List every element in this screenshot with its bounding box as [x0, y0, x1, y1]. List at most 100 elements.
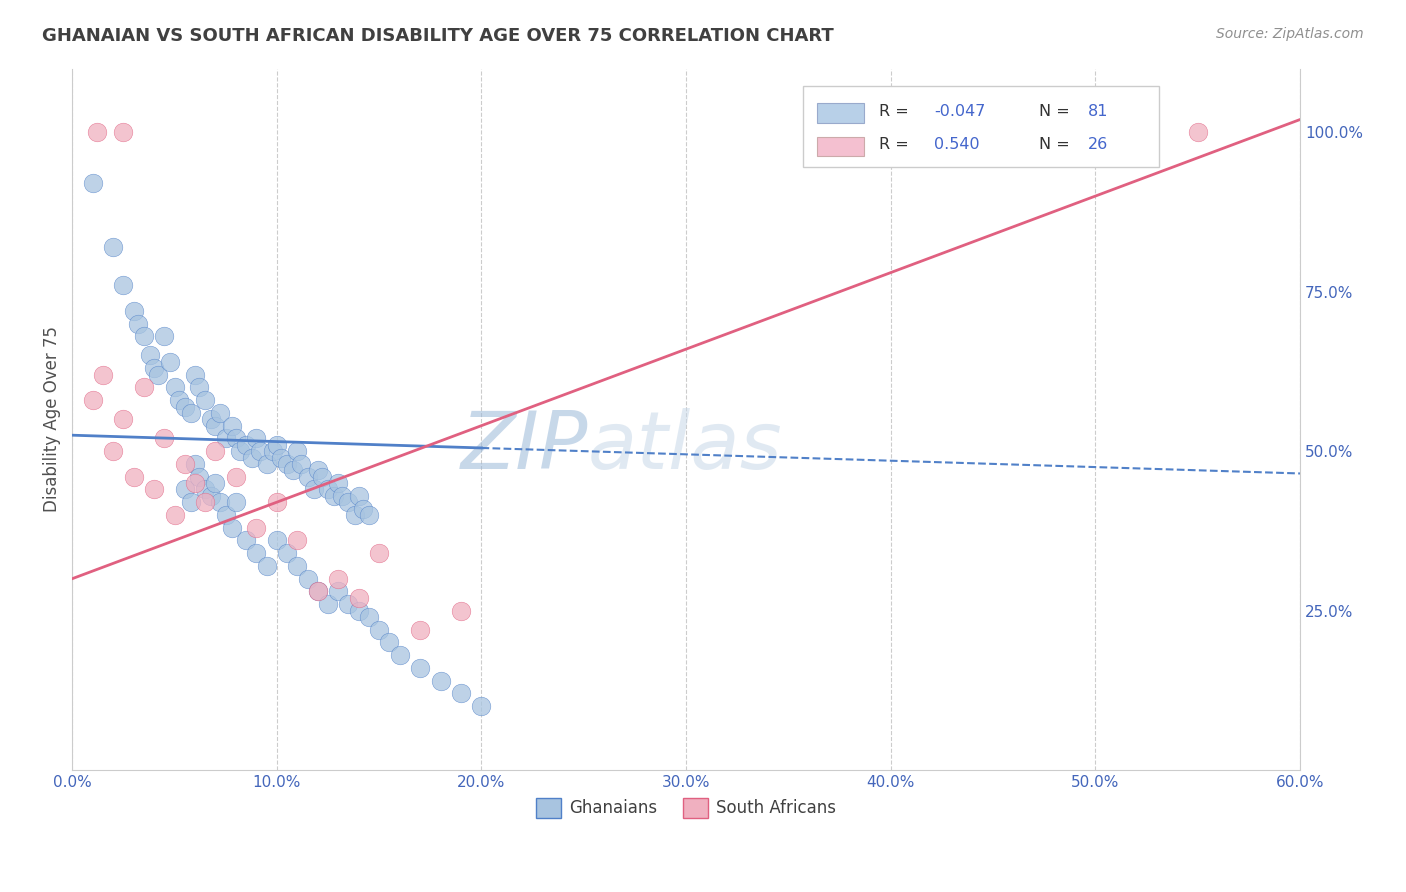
Point — [270, 450, 292, 465]
Point — [470, 699, 492, 714]
Point — [122, 469, 145, 483]
Point — [221, 521, 243, 535]
Legend: Ghanaians, South Africans: Ghanaians, South Africans — [530, 791, 842, 825]
Point — [290, 457, 312, 471]
Point — [307, 584, 329, 599]
Point — [328, 584, 350, 599]
Point — [285, 558, 308, 573]
Point — [337, 495, 360, 509]
Point — [235, 533, 257, 548]
Point — [311, 469, 333, 483]
Text: 0.540: 0.540 — [934, 136, 980, 152]
Point — [148, 368, 170, 382]
Point — [215, 508, 238, 522]
Point — [173, 457, 195, 471]
Point — [188, 380, 211, 394]
Point — [163, 380, 186, 394]
Point — [297, 572, 319, 586]
Point — [328, 572, 350, 586]
Point — [343, 508, 366, 522]
Text: Source: ZipAtlas.com: Source: ZipAtlas.com — [1216, 27, 1364, 41]
Y-axis label: Disability Age Over 75: Disability Age Over 75 — [44, 326, 60, 512]
Point — [86, 125, 108, 139]
Point — [262, 444, 284, 458]
Point — [450, 686, 472, 700]
Point — [347, 489, 370, 503]
Point — [347, 603, 370, 617]
Text: GHANAIAN VS SOUTH AFRICAN DISABILITY AGE OVER 75 CORRELATION CHART: GHANAIAN VS SOUTH AFRICAN DISABILITY AGE… — [42, 27, 834, 45]
Point — [200, 412, 222, 426]
Point — [357, 508, 380, 522]
Point — [173, 400, 195, 414]
Point — [240, 450, 263, 465]
Point — [82, 177, 104, 191]
Point — [112, 125, 135, 139]
Point — [225, 495, 247, 509]
Point — [1187, 125, 1209, 139]
Point — [194, 393, 217, 408]
Point — [409, 661, 432, 675]
Point — [153, 431, 176, 445]
Point — [180, 495, 202, 509]
Point — [204, 444, 226, 458]
Point — [330, 489, 353, 503]
Point — [245, 521, 267, 535]
Point — [122, 303, 145, 318]
Point — [249, 444, 271, 458]
Text: atlas: atlas — [588, 409, 783, 486]
Point — [159, 355, 181, 369]
Point — [173, 483, 195, 497]
Point — [101, 444, 124, 458]
Point — [409, 623, 432, 637]
Point — [184, 368, 207, 382]
Point — [297, 469, 319, 483]
Point — [225, 431, 247, 445]
Point — [245, 546, 267, 560]
Point — [388, 648, 411, 663]
Point — [127, 317, 149, 331]
Point — [368, 546, 391, 560]
Point — [266, 533, 288, 548]
Point — [378, 635, 401, 649]
Text: -0.047: -0.047 — [934, 103, 986, 119]
FancyBboxPatch shape — [803, 86, 1159, 167]
Point — [328, 476, 350, 491]
Point — [132, 380, 155, 394]
Text: ZIP: ZIP — [461, 409, 588, 486]
Point — [184, 476, 207, 491]
Point — [112, 412, 135, 426]
Point — [167, 393, 190, 408]
Point — [221, 418, 243, 433]
Point — [235, 438, 257, 452]
Point — [316, 483, 339, 497]
Text: 26: 26 — [1088, 136, 1108, 152]
FancyBboxPatch shape — [817, 136, 865, 156]
FancyBboxPatch shape — [817, 103, 865, 122]
Text: R =: R = — [879, 136, 908, 152]
Point — [283, 463, 305, 477]
Point — [132, 329, 155, 343]
Text: N =: N = — [1039, 136, 1069, 152]
Point — [256, 558, 278, 573]
Point — [357, 610, 380, 624]
Point — [347, 591, 370, 605]
Point — [153, 329, 176, 343]
Point — [91, 368, 114, 382]
Point — [256, 457, 278, 471]
Point — [276, 546, 298, 560]
Point — [450, 603, 472, 617]
Point — [204, 418, 226, 433]
Point — [368, 623, 391, 637]
Point — [188, 469, 211, 483]
Point — [200, 489, 222, 503]
Text: 81: 81 — [1088, 103, 1108, 119]
Point — [194, 483, 217, 497]
Point — [112, 278, 135, 293]
Point — [352, 501, 374, 516]
Point — [163, 508, 186, 522]
Point — [225, 469, 247, 483]
Point — [82, 393, 104, 408]
Point — [184, 457, 207, 471]
Point — [180, 406, 202, 420]
Point — [229, 444, 252, 458]
